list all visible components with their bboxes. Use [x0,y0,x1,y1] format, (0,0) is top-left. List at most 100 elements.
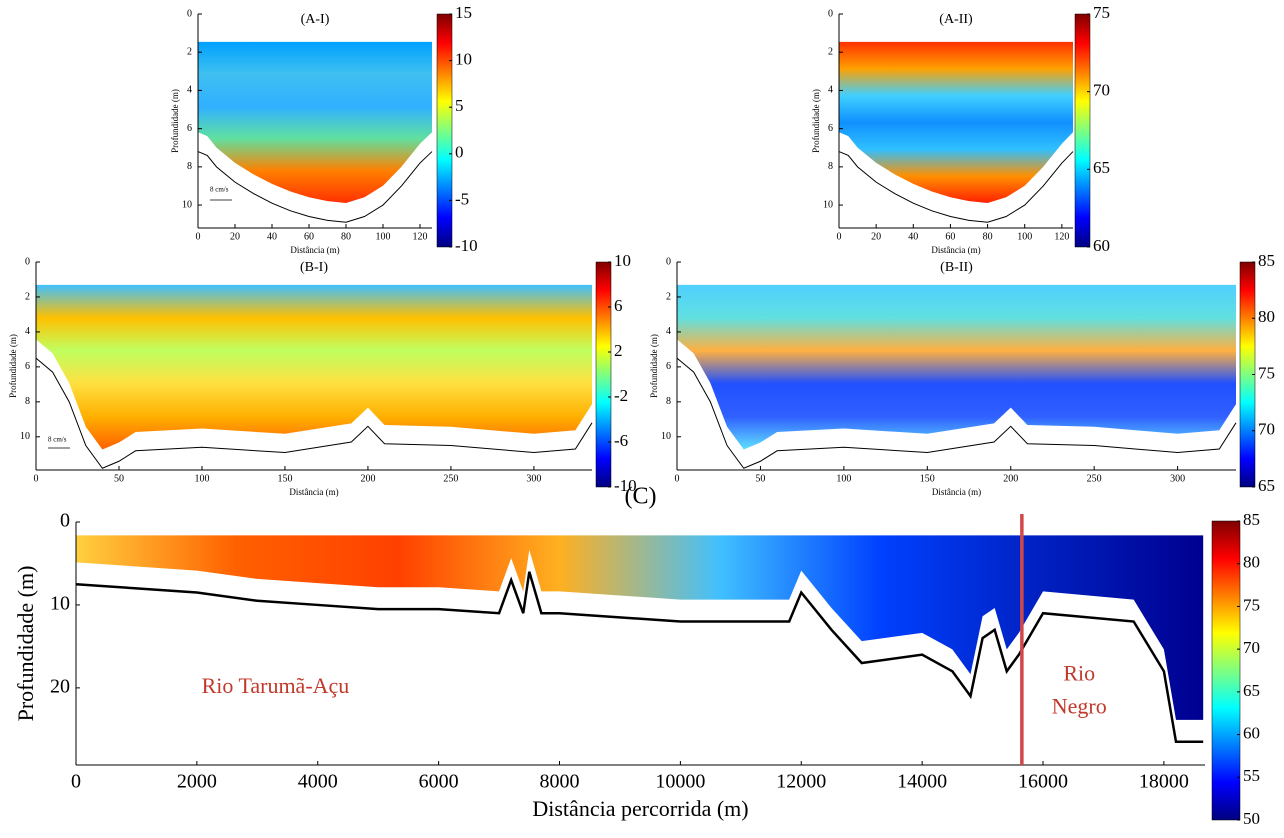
x-tick-label: 0 [34,473,39,484]
chart-title: (B-II) [940,260,973,275]
x-tick-label: 60 [945,231,955,242]
colorbar-tick-label: 65 [1093,158,1110,177]
x-tick-label: 8000 [540,771,580,793]
x-tick-label: 6000 [419,771,459,793]
y-tick-label: 20 [50,675,70,697]
x-tick-label: 0 [71,771,81,793]
colorbar [595,261,612,488]
colorbar [436,13,453,248]
x-tick-label: 80 [983,231,993,242]
x-tick-label: 0 [837,231,842,242]
y-tick-label: 4 [187,85,192,96]
x-tick-label: 50 [755,473,765,484]
colorbar-tick-label: 70 [1093,81,1110,100]
colorbar-tick-label: 65 [1243,681,1260,700]
colorbar-tick-label: 15 [455,3,472,22]
x-tick-label: 100 [194,473,209,484]
chart-title: (B-I) [300,260,328,275]
colorbar-tick-label: -2 [614,386,628,405]
x-tick-label: 2000 [177,771,217,793]
y-tick-label: 2 [666,291,671,302]
y-tick-label: 10 [50,593,70,615]
bottom-profile [838,151,1074,223]
vector-scale-label: 8 cm/s [210,186,229,194]
x-tick-label: 12000 [776,771,826,793]
colorbar-tick-label: 80 [1243,553,1260,572]
colorbar [1211,520,1241,821]
x-axis-label: Distância (m) [931,245,980,255]
x-tick-label: 0 [196,231,201,242]
colorbar-tick-label: 0 [455,143,464,162]
colorbar-tick-label: 80 [1258,307,1275,326]
colorbar-tick-label: 55 [1243,766,1260,785]
x-tick-label: 18000 [1139,771,1189,793]
x-tick-label: 300 [1170,473,1185,484]
colorbar-tick-label: 60 [1243,723,1260,742]
x-tick-label: 50 [114,473,124,484]
colorbar-tick-label: 85 [1243,510,1260,529]
colorbar-tick-label: -10 [455,236,478,255]
colorbar [1074,13,1091,248]
x-axis-label: Distância percorrida (m) [532,796,748,821]
bottom-profile [676,357,1237,469]
bottom-profile [197,151,433,223]
x-tick-label: 40 [267,231,277,242]
y-tick-label: 0 [666,256,671,267]
colorbar-tick-label: 2 [614,341,623,360]
x-tick-label: 80 [341,231,351,242]
x-tick-label: 120 [1054,231,1069,242]
y-tick-label: 8 [187,161,192,172]
x-tick-label: 100 [836,473,851,484]
x-axis-label: Distância (m) [290,245,339,255]
y-tick-label: 10 [661,431,671,442]
region-label: Rio Tarumã-Açu [202,673,350,698]
x-tick-label: 300 [526,473,541,484]
colorbar-tick-label: 75 [1093,3,1110,22]
x-tick-label: 14000 [897,771,947,793]
colorbar-tick-label: 70 [1243,638,1260,657]
colorbar-tick-label: 75 [1243,595,1260,614]
region-label: Negro [1052,694,1107,719]
x-tick-label: 250 [1087,473,1102,484]
x-tick-label: 20 [230,231,240,242]
x-tick-label: 150 [277,473,292,484]
colorbar-tick-label: 75 [1258,363,1275,382]
heatmap-field [76,535,1204,720]
x-axis-label: Distância (m) [932,487,981,497]
colorbar-tick-label: 60 [1093,236,1110,255]
y-tick-label: 0 [25,256,30,267]
y-tick-label: 2 [828,47,833,58]
chart-title: (A-II) [939,12,973,27]
colorbar-tick-label: 6 [614,296,623,315]
y-axis-label: Profundidade (m) [649,334,659,398]
heatmap-field [839,41,1073,204]
colorbar-tick-label: 85 [1258,251,1275,270]
y-tick-label: 6 [187,123,192,134]
y-tick-label: 8 [828,161,833,172]
heatmap-field [198,41,432,204]
x-tick-label: 40 [908,231,918,242]
colorbar-tick-label: 65 [1258,476,1275,495]
y-axis-label: Profundidade (m) [13,566,38,722]
x-tick-label: 4000 [298,771,338,793]
y-tick-label: 10 [182,199,192,210]
x-axis-label: Distância (m) [289,487,338,497]
heatmap-field [677,284,1236,450]
colorbar-tick-label: 10 [455,50,472,69]
colorbar-tick-label: -5 [455,189,469,208]
y-tick-label: 4 [666,326,671,337]
x-tick-label: 0 [675,473,680,484]
y-tick-label: 2 [25,291,30,302]
x-tick-label: 100 [375,231,390,242]
y-axis-label: Profundidade (m) [8,334,18,398]
y-tick-label: 6 [666,361,671,372]
x-tick-label: 150 [920,473,935,484]
heatmap-field [36,284,592,450]
x-tick-label: 20 [871,231,881,242]
y-tick-label: 8 [25,396,30,407]
x-tick-label: 10000 [655,771,705,793]
region-label: Rio [1063,660,1095,685]
x-tick-label: 120 [412,231,427,242]
y-tick-label: 10 [20,431,30,442]
